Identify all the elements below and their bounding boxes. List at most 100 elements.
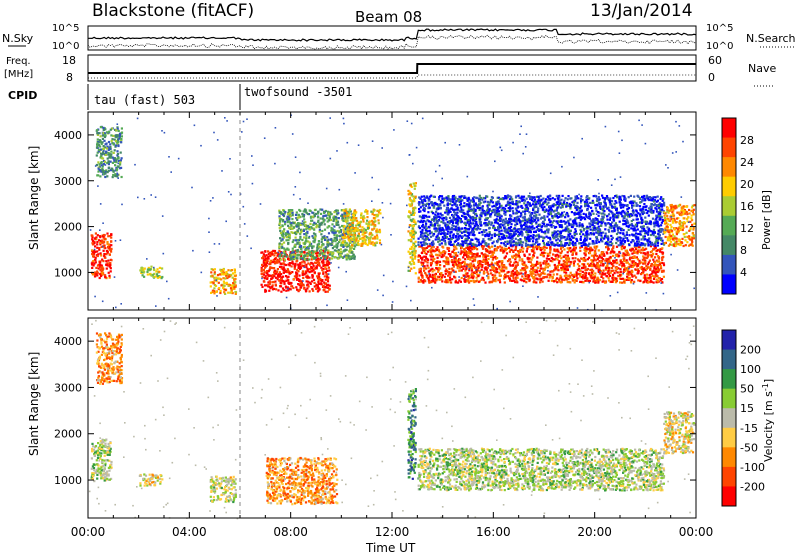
heatmap-cell-1897 <box>302 229 305 232</box>
heatmap-cell-174 <box>109 263 112 266</box>
heatmap-cell-907 <box>280 276 283 279</box>
heatmap-cell-3332 <box>476 252 479 255</box>
heatmap-cell-4138 <box>522 247 525 250</box>
heatmap-cell-3242 <box>519 248 522 251</box>
heatmap-cell-4553 <box>572 244 575 247</box>
heatmap-cell-3512 <box>422 261 425 264</box>
heatmap-cell-4792 <box>539 194 542 198</box>
heatmap-cell-1645 <box>330 257 334 260</box>
heatmap-cell-3125 <box>435 267 438 270</box>
heatmap-cell-3488 <box>556 277 559 280</box>
heatmap-cell-3884 <box>435 279 438 282</box>
heatmap-cell-41 <box>102 249 105 252</box>
heatmap-cell-3548 <box>546 252 550 255</box>
heatmap-cell-4291 <box>563 203 566 206</box>
heatmap-cell-3043 <box>493 275 496 278</box>
heatmap-cell-4638 <box>474 202 477 205</box>
heatmap-cell-2867 <box>554 266 557 269</box>
heatmap-cell-4825 <box>660 224 663 227</box>
heatmap-cell-3703 <box>508 263 511 266</box>
heatmap-cell-3107 <box>595 259 598 262</box>
heatmap-cell-2573 <box>555 278 558 281</box>
heatmap-cell-2222 <box>374 223 377 227</box>
heatmap-cell-145 <box>103 246 106 249</box>
heatmap-cell-1913 <box>335 209 338 212</box>
heatmap-cell-3627 <box>436 256 439 259</box>
heatmap-cell-4015 <box>422 281 425 284</box>
heatmap-cell-3085 <box>591 249 594 252</box>
heatmap-cell-1666 <box>340 209 343 212</box>
heatmap-cell-3985 <box>644 276 647 279</box>
heatmap-cell-3912 <box>604 267 607 270</box>
heatmap-cell-3901 <box>651 254 654 257</box>
heatmap-cell-3561 <box>596 262 599 265</box>
heatmap-cell-862 <box>274 283 277 286</box>
heatmap-cell-1652 <box>286 230 289 233</box>
heatmap-cell-1294 <box>333 249 336 252</box>
heatmap-cell-2332 <box>412 224 415 227</box>
heatmap-cell-1911 <box>349 246 352 249</box>
heatmap-cell-3811 <box>454 253 457 257</box>
heatmap-cell-4375 <box>579 218 582 221</box>
heatmap-cell-1755 <box>293 231 296 234</box>
heatmap-cell-2261 <box>412 232 415 235</box>
heatmap-cell-1898 <box>279 229 282 232</box>
heatmap-cell-316 <box>98 132 101 135</box>
heatmap-cell-2399 <box>552 273 555 276</box>
heatmap-cell-4064 <box>636 250 639 253</box>
heatmap-cell-2494 <box>559 263 562 266</box>
heatmap-cell-406 <box>102 152 105 155</box>
heatmap-cell-476 <box>161 267 164 270</box>
heatmap-cell-299 <box>101 167 104 170</box>
heatmap-cell-3286 <box>545 246 548 249</box>
heatmap-cell-3205 <box>581 270 584 273</box>
heatmap-cell-2810 <box>642 255 645 258</box>
heatmap-cell-328 <box>116 126 119 129</box>
heatmap-cell-4380 <box>563 220 566 223</box>
heatmap-cell-1383 <box>297 250 300 253</box>
heatmap-cell-1074 <box>268 282 271 286</box>
heatmap-cell-885 <box>295 273 298 276</box>
heatmap-cell-1622 <box>288 210 291 213</box>
heatmap-cell-4054 <box>498 260 501 263</box>
heatmap-cell-3159 <box>626 269 629 272</box>
heatmap-cell-4057 <box>552 253 555 256</box>
heatmap-cell-1792 <box>331 252 334 255</box>
heatmap-cell-1748 <box>293 254 296 257</box>
heatmap-cell-3530 <box>504 273 507 276</box>
heatmap-cell-3379 <box>652 269 655 272</box>
heatmap-cell-1674 <box>301 229 304 232</box>
heatmap-cell-899 <box>280 290 283 293</box>
heatmap-cell-1974 <box>355 211 358 214</box>
heatmap-cell-3824 <box>626 275 629 278</box>
heatmap-cell-995 <box>315 287 318 290</box>
heatmap-cell-753 <box>311 288 314 291</box>
freq-label: Freq. <box>6 56 31 67</box>
heatmap-cell-2793 <box>574 279 577 282</box>
heatmap-cell-3086 <box>427 270 430 273</box>
heatmap-cell-3746 <box>610 250 613 253</box>
heatmap-cell-3866 <box>503 247 506 250</box>
heatmap-cell-937 <box>327 286 330 289</box>
heatmap-cell-3932 <box>607 258 610 261</box>
heatmap-cell-1924 <box>292 255 295 258</box>
heatmap-cell-918 <box>266 271 269 274</box>
heatmap-cell-383 <box>96 151 99 154</box>
heatmap-cell-1592 <box>298 243 301 246</box>
heatmap-cell-97 <box>91 236 94 239</box>
heatmap-cell-3951 <box>660 256 664 259</box>
heatmap-cell-2065 <box>349 218 352 221</box>
heatmap-cell-4664 <box>462 240 465 243</box>
heatmap-cell-2055 <box>343 236 346 239</box>
heatmap-cell-925 <box>313 281 316 284</box>
heatmap-cell-3436 <box>659 265 662 268</box>
heatmap-cell-1542 <box>280 251 283 254</box>
heatmap-cell-3956 <box>513 261 516 264</box>
heatmap-cell-3834 <box>601 280 604 283</box>
heatmap-cell-3194 <box>492 251 496 254</box>
heatmap-cell-3645 <box>592 280 595 283</box>
heatmap-cell-1083 <box>322 284 325 287</box>
heatmap-cell-2153 <box>364 235 368 238</box>
heatmap-cell-3700 <box>516 274 519 277</box>
heatmap-cell-3293 <box>597 270 600 273</box>
